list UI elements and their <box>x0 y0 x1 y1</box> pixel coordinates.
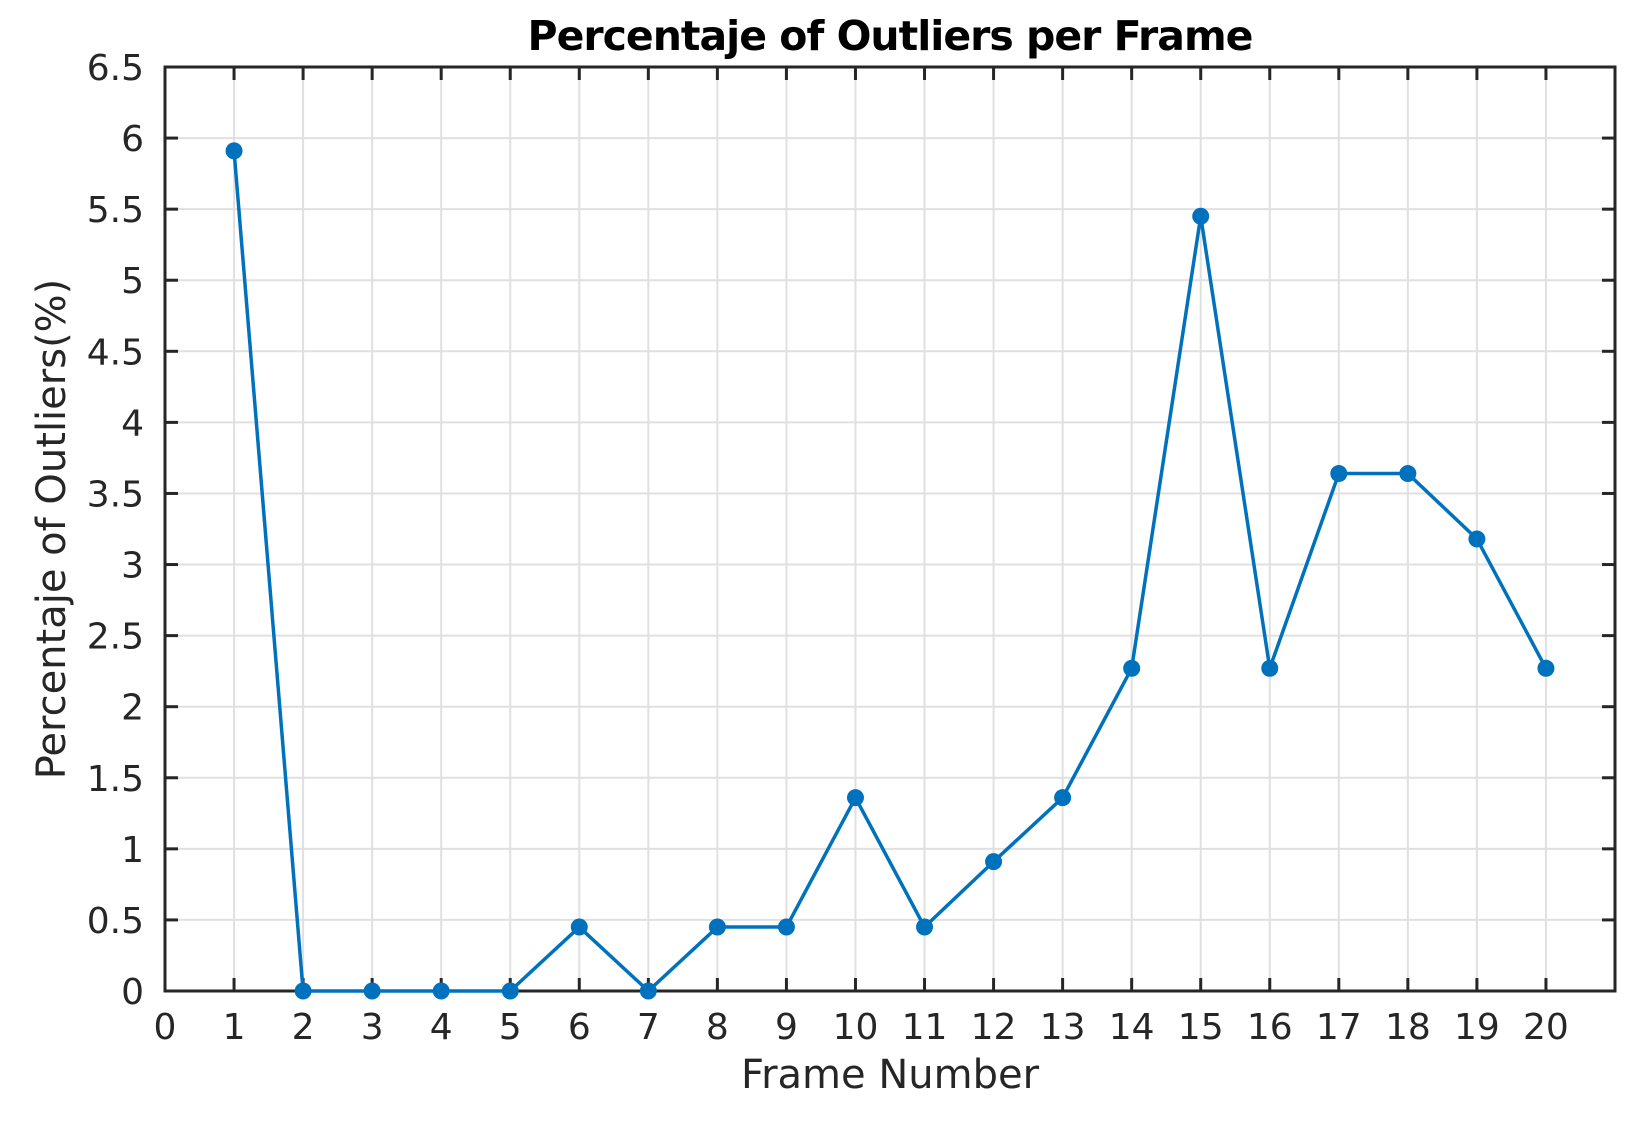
y-tick-label: 1 <box>121 830 144 871</box>
data-point <box>1468 530 1486 548</box>
x-tick-label: 16 <box>1247 1007 1293 1048</box>
x-tick-label: 2 <box>292 1007 315 1048</box>
x-tick-label: 3 <box>361 1007 384 1048</box>
data-point <box>985 853 1003 871</box>
x-tick-label: 18 <box>1385 1007 1431 1048</box>
data-point <box>708 918 726 936</box>
x-tick-label: 7 <box>637 1007 660 1048</box>
x-tick-label: 15 <box>1178 1007 1224 1048</box>
y-axis-label: Percentaje of Outliers(%) <box>29 278 75 780</box>
x-tick-label: 5 <box>499 1007 522 1048</box>
data-line <box>232 149 1548 993</box>
data-point <box>777 918 795 936</box>
x-tick-label: 17 <box>1316 1007 1362 1048</box>
axis-box <box>163 65 1617 993</box>
data-point <box>639 982 657 1000</box>
x-tick-label: 8 <box>706 1007 729 1048</box>
y-tick-label: 6.5 <box>87 48 144 89</box>
x-axis-label: Frame Number <box>740 1052 1040 1098</box>
y-tick-label: 6 <box>121 119 144 160</box>
data-point <box>1123 659 1141 677</box>
x-tick-label: 10 <box>833 1007 879 1048</box>
y-tick-label: 5.5 <box>87 190 144 231</box>
data-point <box>846 789 864 807</box>
data-point <box>916 918 934 936</box>
data-point <box>1192 207 1210 225</box>
data-point <box>432 982 450 1000</box>
x-tick-label: 14 <box>1109 1007 1155 1048</box>
y-tick-label: 2 <box>121 688 144 729</box>
data-point <box>1330 465 1348 483</box>
data-point <box>1537 659 1555 677</box>
x-tick-label: 9 <box>775 1007 798 1048</box>
y-tick-label: 4.5 <box>87 332 144 373</box>
data-point <box>1054 789 1072 807</box>
x-tick-label: 11 <box>902 1007 948 1048</box>
data-point <box>225 142 243 160</box>
x-tick-label: 4 <box>430 1007 453 1048</box>
y-tick-label: 1.5 <box>87 759 144 800</box>
y-tick-label: 0 <box>121 972 144 1013</box>
y-tick-label: 5 <box>121 261 144 302</box>
x-tick-label: 1 <box>223 1007 246 1048</box>
x-tick-label: 13 <box>1040 1007 1086 1048</box>
data-point <box>501 982 519 1000</box>
y-tick-label: 3.5 <box>87 474 144 515</box>
x-tick-label: 0 <box>154 1007 177 1048</box>
data-point <box>363 982 381 1000</box>
data-point <box>1399 465 1417 483</box>
y-tick-label: 2.5 <box>87 617 144 658</box>
y-tick-label: 0.5 <box>87 901 144 942</box>
data-point <box>294 982 312 1000</box>
data-point <box>1261 659 1279 677</box>
x-tick-label: 6 <box>568 1007 591 1048</box>
x-tick-label: 12 <box>971 1007 1017 1048</box>
x-tick-label: 20 <box>1523 1007 1569 1048</box>
y-tick-label: 3 <box>121 546 144 587</box>
data-point <box>570 918 588 936</box>
y-tick-label: 4 <box>121 403 144 444</box>
x-tick-label: 19 <box>1454 1007 1500 1048</box>
chart-title: Percentaje of Outliers per Frame <box>527 12 1254 60</box>
